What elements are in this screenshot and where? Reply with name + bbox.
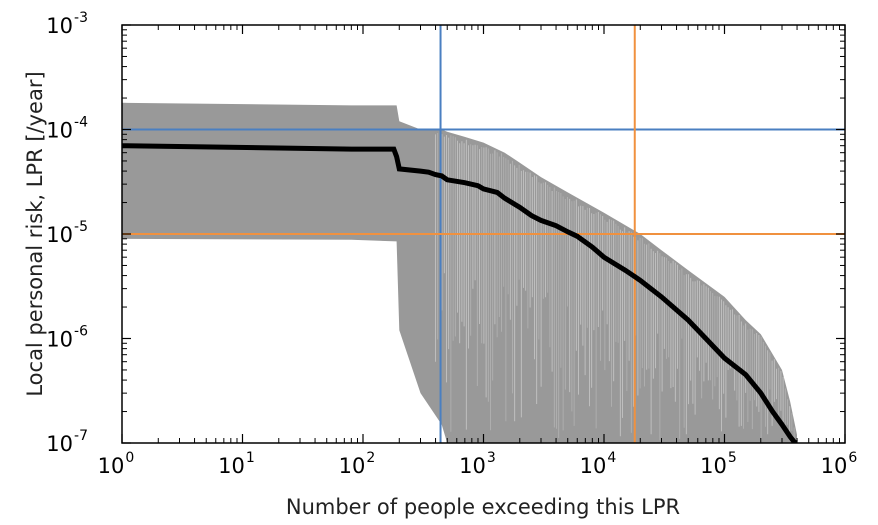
y-axis-label: Local personal risk, LPR [/year] — [23, 71, 47, 396]
median-risk-line — [122, 143, 798, 443]
x-tick-label: 106 — [821, 450, 858, 478]
x-tick-label: 104 — [580, 450, 617, 478]
y-tick-label: 10-3 — [46, 10, 88, 38]
plot-area — [122, 25, 845, 443]
y-tick-label: 10-6 — [46, 324, 88, 352]
x-axis-label: Number of people exceeding this LPR — [286, 495, 680, 519]
y-tick-label: 10-5 — [46, 219, 88, 247]
x-tick-label: 102 — [339, 450, 376, 478]
x-axis-ticks: 100 101 102 103 104 105 106 — [98, 25, 858, 478]
reference-lines — [122, 25, 845, 443]
x-tick-label: 105 — [700, 450, 737, 478]
x-tick-label: 103 — [459, 450, 496, 478]
uncertainty-spikes — [435, 132, 797, 443]
x-tick-label: 101 — [218, 450, 255, 478]
y-tick-label: 10-7 — [46, 428, 88, 456]
x-tick-label: 100 — [98, 450, 135, 478]
y-tick-label: 10-4 — [46, 115, 88, 143]
